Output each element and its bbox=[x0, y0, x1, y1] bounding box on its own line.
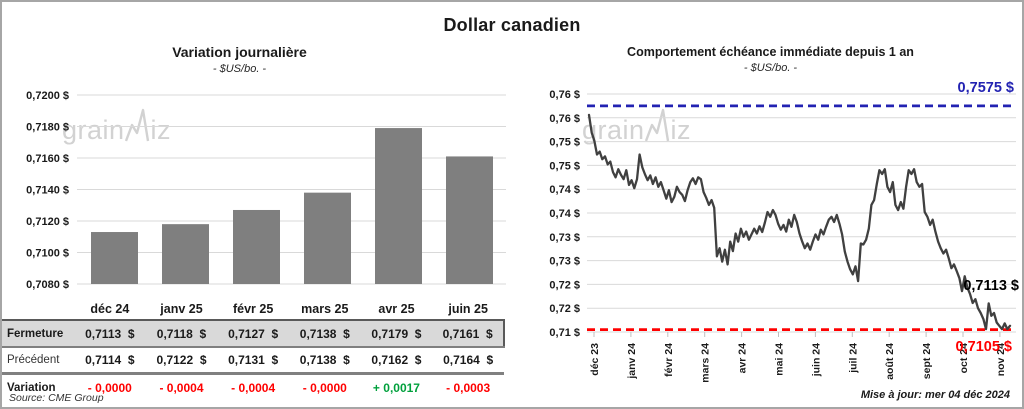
grainwiz-watermark: grain iz bbox=[62, 108, 171, 144]
last-price-label: 0,7113 $ bbox=[963, 278, 1019, 294]
y-axis-tick-label: 0,7200 $ bbox=[26, 90, 69, 102]
watermark-text: grain bbox=[62, 115, 125, 145]
y-axis-tick-label: 0,72 $ bbox=[549, 279, 580, 291]
variation-cell: + 0,0017 bbox=[372, 380, 420, 395]
close-cell: 0,7118 $ bbox=[145, 319, 218, 348]
watermark-text: iz bbox=[150, 115, 172, 145]
close-cell: 0,7161 $ bbox=[432, 319, 505, 348]
price-table: déc 24 janv 25 févr 25 mars 25 avr 25 ju… bbox=[2, 295, 505, 400]
y-axis-tick-label: 0,75 $ bbox=[549, 160, 580, 172]
month-header: janv 25 bbox=[160, 302, 203, 316]
x-axis-tick-label: sept 24 bbox=[921, 343, 933, 379]
x-axis-tick-label: févr 24 bbox=[663, 343, 675, 377]
month-header: déc 24 bbox=[90, 302, 130, 316]
variation-cell: - 0,0000 bbox=[87, 380, 132, 395]
month-header: juin 25 bbox=[448, 302, 488, 316]
line-chart-plot: 0,76 $ 0,76 $ 0,75 $ 0,75 $ 0,74 $ 0,74 $ 0,73… bbox=[549, 89, 1016, 383]
y-axis-tick-label: 0,72 $ bbox=[549, 303, 580, 315]
row-label-previous: Précédent bbox=[2, 347, 74, 375]
y-axis-tick-label: 0,7100 $ bbox=[26, 248, 69, 260]
source-note: Source: CME Group bbox=[9, 392, 104, 404]
bar bbox=[162, 224, 209, 284]
previous-cell: 0,7114 $ bbox=[74, 347, 146, 375]
y-axis-tick-label: 0,7120 $ bbox=[26, 216, 69, 228]
x-axis-tick-label: déc 23 bbox=[589, 343, 601, 376]
bar bbox=[91, 232, 138, 284]
y-axis-tick-label: 0,74 $ bbox=[549, 184, 580, 196]
close-cell: 0,7113 $ bbox=[74, 319, 146, 348]
month-header: mars 25 bbox=[301, 302, 349, 316]
previous-cell: 0,7162 $ bbox=[360, 347, 433, 375]
y-axis-tick-label: 0,75 $ bbox=[549, 137, 580, 149]
y-axis-tick-label: 0,7140 $ bbox=[26, 185, 69, 197]
y-axis-tick-label: 0,71 $ bbox=[549, 327, 580, 339]
y-axis-tick-label: 0,7180 $ bbox=[26, 122, 69, 134]
close-cell: 0,7179 $ bbox=[360, 319, 433, 348]
table-header-row: déc 24 janv 25 févr 25 mars 25 avr 25 ju… bbox=[2, 295, 504, 320]
watermark-text: iz bbox=[670, 115, 692, 145]
month-header: avr 25 bbox=[378, 302, 415, 316]
high-ref-line-label: 0,7575 $ bbox=[957, 80, 1014, 96]
bar-chart-title: Variation journalière bbox=[172, 44, 307, 60]
y-axis-tick-label: 0,74 $ bbox=[549, 208, 580, 220]
variation-cell: - 0,0004 bbox=[231, 380, 276, 395]
watermark-zigzag-icon bbox=[124, 108, 149, 142]
y-axis-tick-label: 0,73 $ bbox=[549, 232, 580, 244]
x-axis-tick-label: avr 24 bbox=[737, 343, 749, 374]
x-axis-tick-label: mai 24 bbox=[774, 343, 786, 376]
close-cell: 0,7127 $ bbox=[217, 319, 289, 348]
x-axis-tick-label: août 24 bbox=[884, 343, 896, 380]
bar-chart-plot: 0,7200 $ 0,7180 $ 0,7160 $ 0,7140 $ 0,7120 $… bbox=[26, 90, 506, 291]
bar bbox=[233, 209, 280, 284]
x-axis-tick-label: juil 24 bbox=[847, 343, 859, 374]
variation-row: Variation - 0,0000 - 0,0004 - 0,0004 - 0… bbox=[2, 374, 504, 401]
bar-chart-subtitle: - $US/bo. - bbox=[212, 63, 267, 75]
price-line bbox=[587, 113, 1012, 331]
low-ref-line-label: 0,7105 $ bbox=[955, 339, 1012, 355]
previous-cell: 0,7164 $ bbox=[432, 347, 504, 375]
close-row: Fermeture 0,7113 $ 0,7118 $ 0,7127 $ 0,7… bbox=[2, 319, 505, 348]
previous-cell: 0,7138 $ bbox=[288, 347, 361, 375]
x-axis-tick-label: janv 24 bbox=[626, 343, 638, 380]
watermark-zigzag-icon bbox=[644, 108, 669, 142]
page-title: Dollar canadien bbox=[443, 15, 581, 35]
x-axis-tick-label: mars 24 bbox=[700, 343, 712, 383]
previous-cell: 0,7122 $ bbox=[145, 347, 218, 375]
line-chart-title: Comportement échéance immédiate depuis 1… bbox=[627, 45, 914, 59]
line-chart-subtitle: - $US/bo. - bbox=[743, 62, 798, 74]
y-axis-tick-label: 0,7080 $ bbox=[26, 279, 69, 291]
bar bbox=[304, 192, 351, 284]
previous-row: Précédent 0,7114 $ 0,7122 $ 0,7131 $ 0,7… bbox=[2, 347, 504, 375]
table-corner-cell bbox=[2, 295, 74, 320]
row-label-close: Fermeture bbox=[2, 319, 74, 348]
row-label-variation: Variation bbox=[7, 381, 56, 394]
x-axis-tick-label: juin 24 bbox=[810, 343, 822, 377]
previous-cell: 0,7131 $ bbox=[217, 347, 289, 375]
x-axis-tick-label: nov 24 bbox=[995, 343, 1007, 376]
variation-cell: - 0,0003 bbox=[446, 380, 491, 395]
x-axis-tick-label: oct 24 bbox=[958, 343, 970, 374]
y-axis-tick-label: 0,73 $ bbox=[549, 256, 580, 268]
y-axis-tick-label: 0,76 $ bbox=[549, 113, 580, 125]
variation-cell: - 0,0004 bbox=[159, 380, 204, 395]
y-axis-tick-label: 0,7160 $ bbox=[26, 153, 69, 165]
close-cell: 0,7138 $ bbox=[288, 319, 361, 348]
bar bbox=[446, 156, 493, 284]
variation-cell: - 0,0000 bbox=[302, 380, 347, 395]
updated-note: Mise à jour: mer 04 déc 2024 bbox=[860, 389, 1010, 401]
bar bbox=[375, 128, 422, 284]
y-axis-tick-label: 0,76 $ bbox=[549, 89, 580, 101]
month-header: févr 25 bbox=[232, 302, 274, 316]
